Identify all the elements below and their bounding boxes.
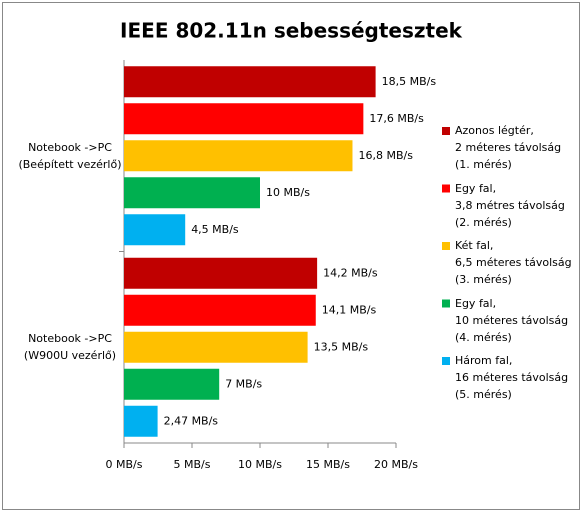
- bar: [124, 294, 316, 326]
- legend-swatch: [442, 242, 450, 250]
- bar: [124, 331, 308, 363]
- legend-entry: Azonos légtér, 2 méteres távolság (1. mé…: [455, 124, 562, 171]
- value-label: 16,8 MB/s: [358, 149, 413, 162]
- value-label: 2,47 MB/s: [164, 414, 219, 427]
- value-label: 17,6 MB/s: [369, 112, 424, 125]
- value-label: 4,5 MB/s: [191, 223, 239, 236]
- legend-entry: Egy fal, 10 méteres távolság (4. mérés): [455, 296, 569, 344]
- value-label: 10 MB/s: [266, 186, 310, 199]
- value-label: 13,5 MB/s: [314, 340, 369, 353]
- value-label: 18,5 MB/s: [382, 75, 437, 88]
- legend-entry: Három fal, 16 méteres távolság (5. mérés…: [455, 354, 569, 401]
- value-label: 14,2 MB/s: [323, 266, 378, 279]
- bar: [124, 368, 220, 400]
- x-tick-label: 5 MB/s: [174, 458, 211, 471]
- bar: [124, 66, 376, 98]
- legend-swatch: [442, 127, 450, 135]
- chart-title: IEEE 802.11n sebességtesztek: [120, 19, 463, 43]
- legend-entry: Két fal, 6,5 méteres távolság (3. mérés): [455, 239, 572, 286]
- x-tick-label: 0 MB/s: [106, 458, 143, 471]
- y-tick-label: Notebook ->PC (Beépített vezérlő): [18, 140, 122, 171]
- legend-swatch: [442, 184, 450, 193]
- bar: [124, 405, 158, 437]
- bar: [124, 177, 260, 209]
- value-label: 14,1 MB/s: [322, 303, 377, 316]
- bar: [124, 140, 353, 172]
- y-tick-label: Notebook ->PC (W900U vezérlő): [23, 332, 117, 363]
- legend-swatch: [442, 357, 450, 365]
- x-tick-label: 15 MB/s: [306, 458, 350, 471]
- value-label: 7 MB/s: [225, 377, 262, 390]
- bar: [124, 257, 318, 289]
- legend-entry: Egy fal, 3,8 métres távolság (2. mérés): [455, 181, 565, 229]
- bar: [124, 103, 364, 135]
- x-tick-label: 10 MB/s: [238, 458, 282, 471]
- x-tick-label: 20 MB/s: [374, 458, 418, 471]
- bar: [124, 214, 186, 246]
- legend-swatch: [442, 299, 450, 308]
